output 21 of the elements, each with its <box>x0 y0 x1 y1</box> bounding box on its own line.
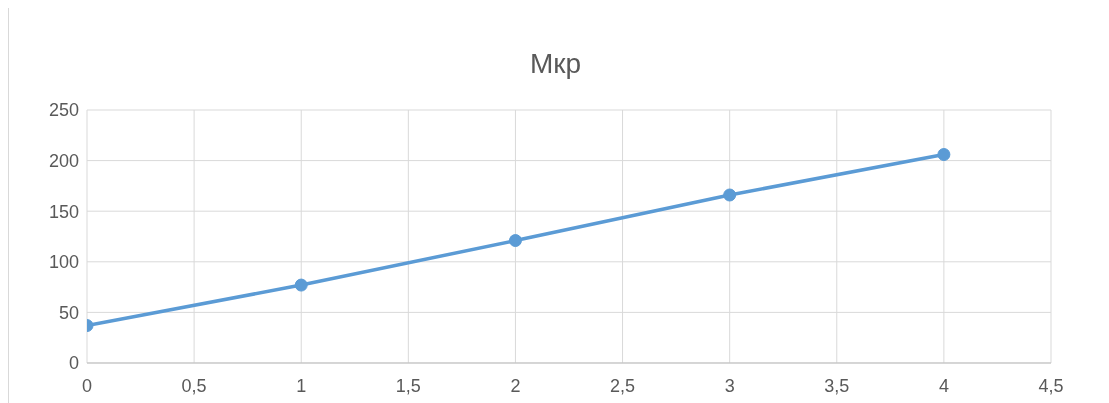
y-tick-label: 50 <box>58 302 79 323</box>
y-tick-label: 150 <box>48 201 79 222</box>
point <box>508 234 522 248</box>
x-tick-label: 1,5 <box>395 375 421 396</box>
x-tick-label: 4,5 <box>1038 375 1064 396</box>
x-tick-label: 1 <box>296 375 307 396</box>
x-tick-label: 2 <box>510 375 521 396</box>
x-tick-label: 2,5 <box>610 375 636 396</box>
point <box>294 278 308 292</box>
point <box>723 188 737 202</box>
x-tick-label: 0,5 <box>181 375 207 396</box>
point <box>937 148 951 162</box>
chart-title: Мкр <box>528 47 583 81</box>
x-tick-label: 0 <box>81 375 93 396</box>
x-tick-label: 3,5 <box>824 375 850 396</box>
y-tick-label: 0 <box>68 353 79 374</box>
y-tick-label: 200 <box>48 150 79 171</box>
x-tick-label: 3 <box>724 375 735 396</box>
y-tick-label: 250 <box>48 100 79 121</box>
x-tick-label: 4 <box>938 375 949 396</box>
y-tick-label: 100 <box>48 252 79 273</box>
